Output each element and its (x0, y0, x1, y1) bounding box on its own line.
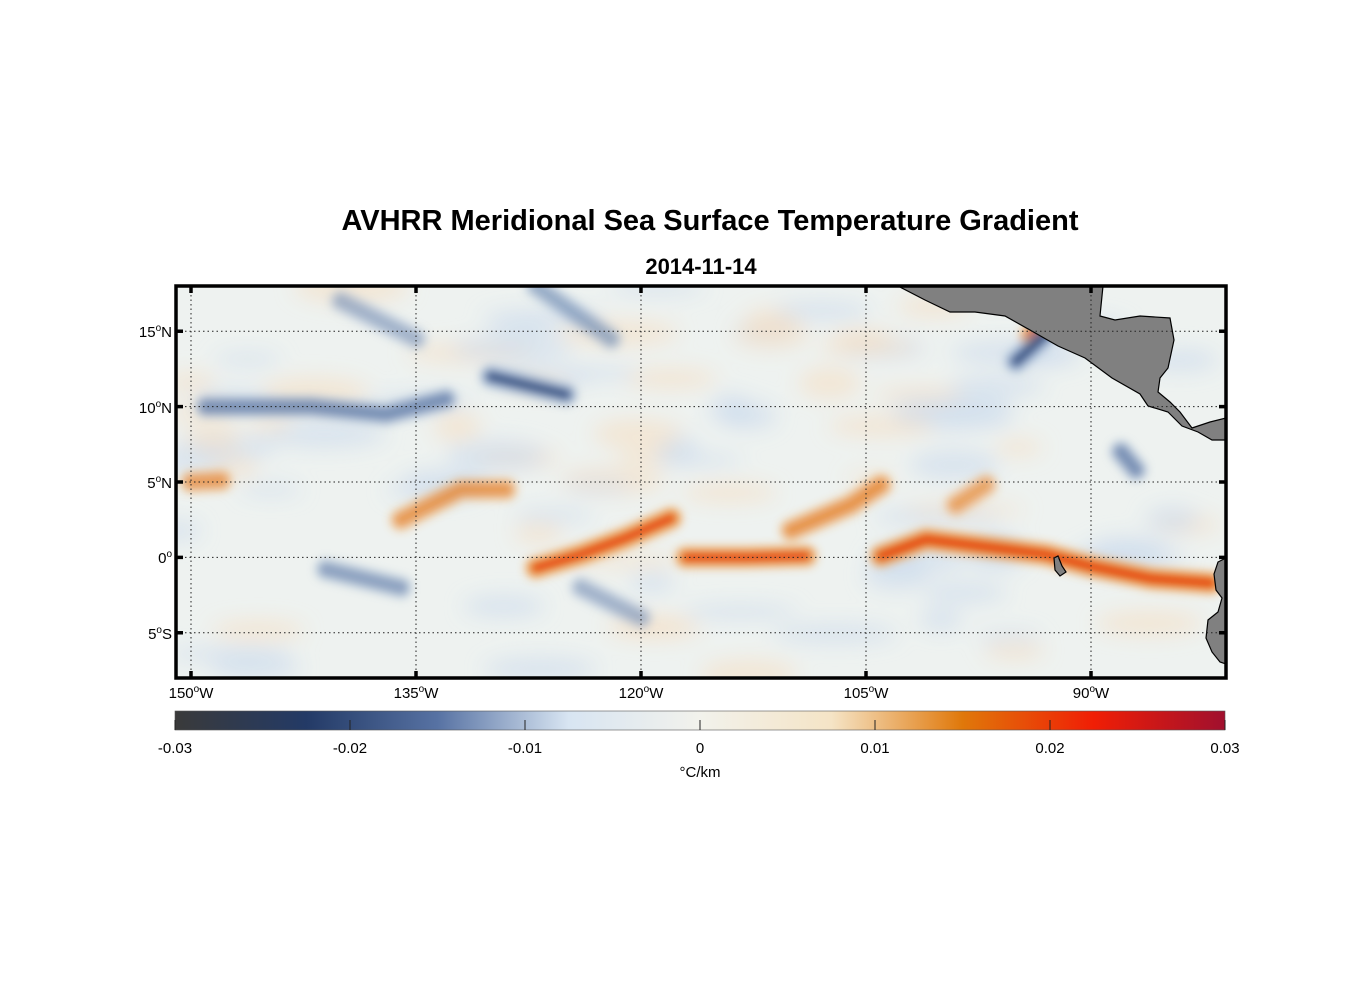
texture-blob (921, 582, 1007, 604)
texture-blob (593, 418, 682, 449)
colorbar-tick-label: -0.01 (507, 740, 543, 757)
texture-blob (709, 393, 752, 426)
longitude-label: 105oW (843, 684, 889, 703)
cool-gradient-front (574, 581, 648, 625)
colorbar-ticks (174, 720, 1226, 730)
colorbar-units: °C/km (679, 764, 721, 781)
texture-blob (682, 604, 798, 620)
axis-ticks (176, 286, 1226, 678)
warm-gradient-core (683, 552, 809, 561)
texture-blob (653, 453, 743, 466)
texture-blob (246, 416, 294, 432)
texture-blob (433, 412, 481, 442)
texture-blob (176, 520, 201, 541)
warm-gradient-front (784, 478, 888, 537)
longitude-label: 135oW (393, 684, 439, 703)
cool-gradient-front (334, 294, 423, 346)
texture-blob (446, 439, 547, 472)
texture-blob (214, 352, 282, 366)
warm-gradient-core (878, 536, 1214, 586)
map-title: AVHRR Meridional Sea Surface Temperature… (341, 205, 1079, 237)
texture-blob (772, 623, 899, 644)
warm-gradient-core (533, 515, 674, 571)
colorbar-tick-label: -0.02 (332, 740, 368, 757)
latitude-label: 5oN (147, 474, 172, 493)
texture-blob (451, 336, 575, 361)
warm-gradient-front (184, 474, 228, 489)
texture-blob (984, 641, 1045, 660)
texture-blob (463, 595, 545, 618)
texture-blob (817, 338, 919, 355)
longitude-label: 90oW (1072, 684, 1110, 703)
texture-blob (872, 387, 966, 402)
colorbar-tick-label: 0.02 (1035, 740, 1065, 757)
texture-blob (176, 372, 216, 392)
texture-blob (699, 659, 797, 678)
colorbar-tick-label: 0.03 (1210, 740, 1240, 757)
central-america-land (897, 286, 1226, 441)
texture-blob (909, 449, 1000, 480)
land-masses (897, 286, 1226, 665)
texture-blob (828, 415, 935, 437)
texture-blob (994, 439, 1043, 456)
texture-blob (773, 300, 871, 321)
longitude-label: 150oW (168, 684, 214, 703)
texture-blob (919, 608, 963, 631)
texture-blob (682, 482, 778, 503)
cool-gradient-front (529, 286, 618, 346)
texture-blob (514, 522, 563, 544)
colorbar-tick-label: 0 (695, 740, 705, 757)
texture-blob (563, 479, 634, 493)
warm-gradient-front (394, 483, 513, 527)
texture-blob (210, 654, 301, 678)
texture-blob (240, 483, 302, 496)
texture-blob (176, 453, 229, 472)
warm-gradient-front (949, 478, 993, 512)
colorbar-tick-label: 0.01 (860, 740, 890, 757)
texture-blob (629, 572, 676, 593)
texture-blob (976, 631, 1041, 644)
texture-blob (1145, 506, 1199, 533)
longitude-label: 120oW (618, 684, 664, 703)
texture-blob (798, 367, 861, 399)
texture-blob (1095, 610, 1203, 636)
texture-blob (623, 368, 718, 389)
cool-gradient-core (1013, 331, 1049, 365)
latitude-label: 15oN (138, 323, 172, 342)
texture-blob (263, 420, 387, 448)
texture-blob (486, 323, 557, 338)
latitude-label: 0o (158, 549, 172, 568)
galapagos-island (1053, 555, 1067, 577)
latitude-label: 5oS (148, 624, 172, 643)
colorbar-tick-label: -0.03 (157, 740, 193, 757)
texture-blob (733, 320, 810, 349)
latitude-label: 10oN (138, 398, 172, 417)
texture-blob (609, 286, 706, 295)
texture-blob (211, 620, 306, 641)
texture-blob (513, 508, 594, 523)
cool-gradient-core (488, 373, 569, 398)
map-date: 2014-11-14 (645, 254, 757, 279)
texture-blob (948, 375, 1045, 397)
cool-gradient-front (1114, 445, 1143, 477)
texture-blob (184, 425, 242, 452)
south-america-coast-land (1205, 557, 1226, 665)
cool-gradient-front (319, 562, 408, 594)
texture-blob (483, 656, 597, 678)
